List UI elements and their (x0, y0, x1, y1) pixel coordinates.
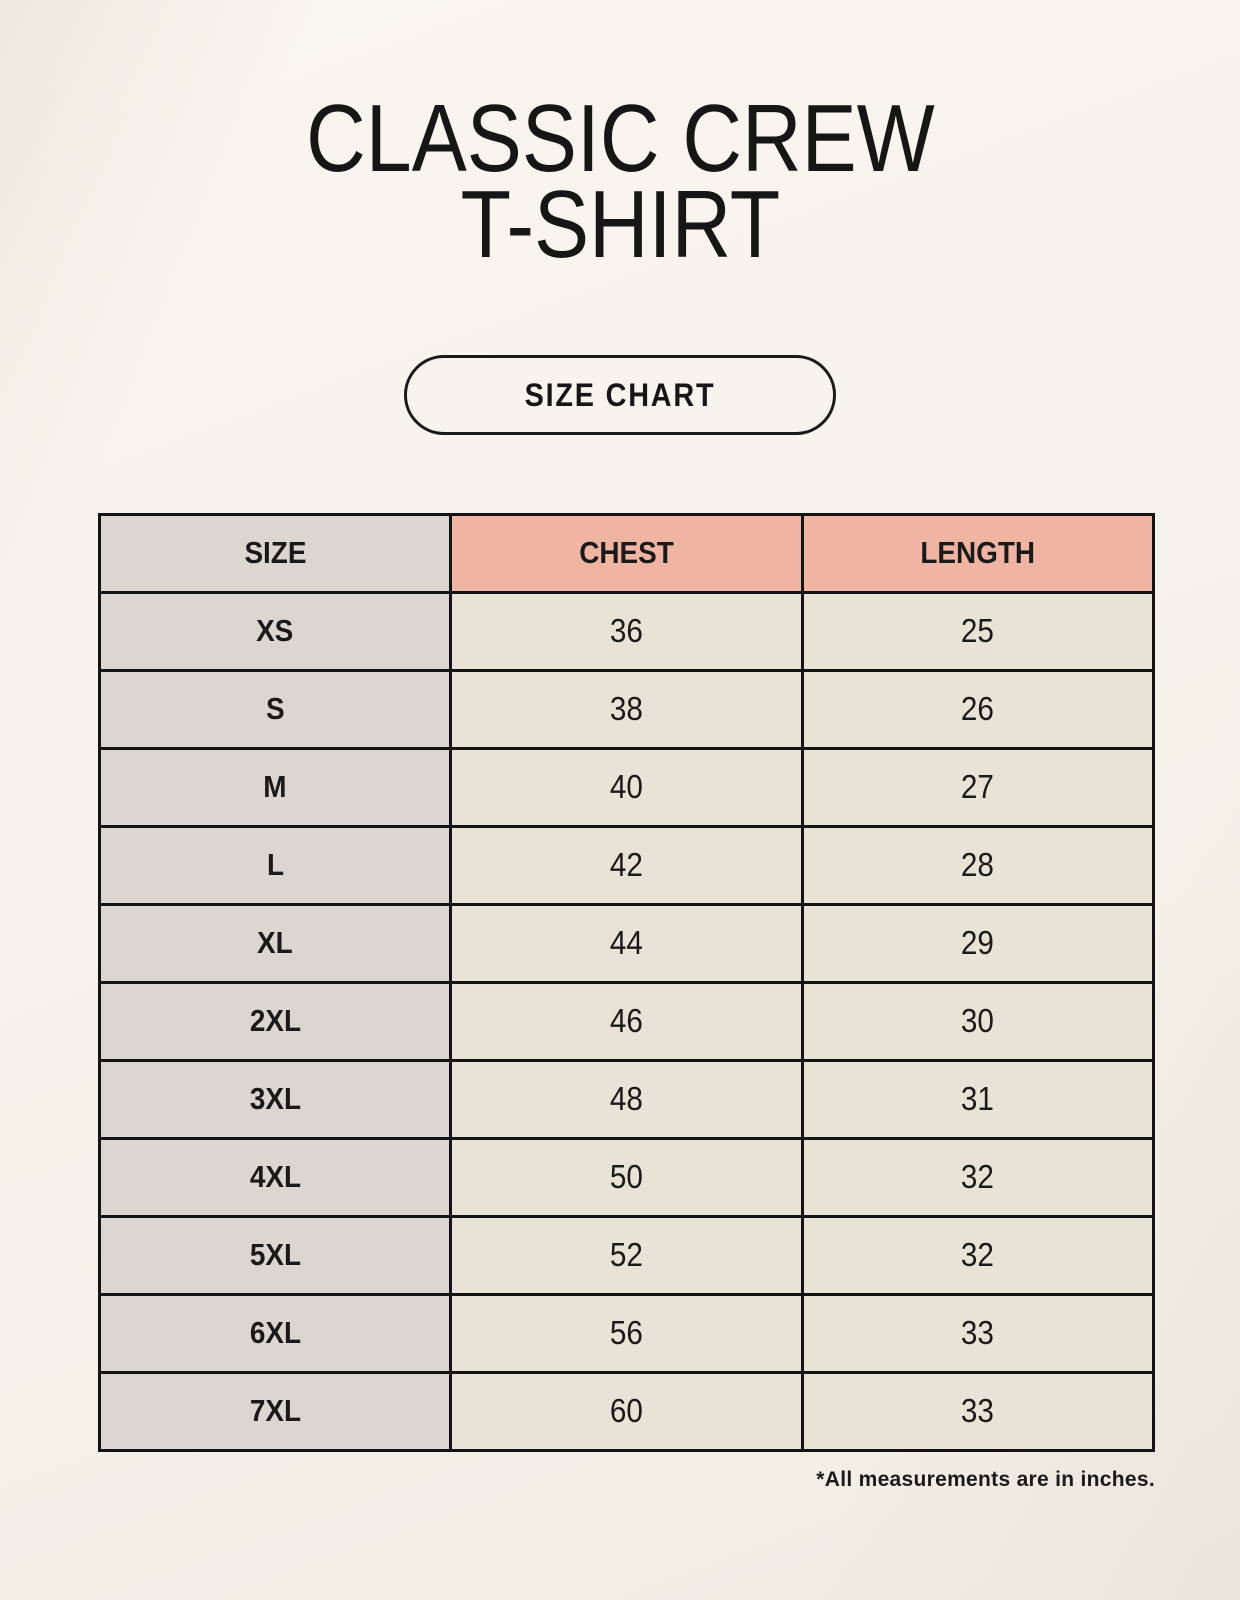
chest-value: 50 (609, 1158, 644, 1196)
length-cell: 33 (800, 1292, 1156, 1374)
length-value: 33 (961, 1314, 995, 1352)
length-cell: 29 (800, 902, 1156, 984)
length-value: 29 (961, 924, 995, 962)
size-cell: M (97, 746, 453, 828)
length-cell: 33 (800, 1370, 1156, 1452)
size-chart-button-label: SIZE CHART (524, 376, 716, 413)
header-cell-length: LENGTH (800, 512, 1156, 594)
size-value: 7XL (249, 1393, 301, 1429)
size-value: L (266, 847, 284, 883)
size-chart-button[interactable]: SIZE CHART (404, 354, 836, 435)
size-cell: 2XL (97, 980, 453, 1062)
chest-cell: 38 (449, 668, 804, 750)
length-value: 30 (961, 1002, 995, 1040)
length-value: 31 (961, 1080, 995, 1118)
chest-value: 40 (609, 768, 644, 806)
size-cell: L (97, 824, 453, 906)
chest-cell: 60 (449, 1370, 804, 1452)
table-row: L 42 28 (97, 824, 1156, 906)
chest-cell: 36 (449, 590, 804, 672)
chest-value: 52 (609, 1236, 644, 1274)
length-value: 33 (961, 1392, 995, 1430)
header-cell-chest: CHEST (449, 512, 804, 594)
table-row: XL 44 29 (97, 902, 1156, 984)
size-cell: 5XL (97, 1214, 453, 1296)
chest-cell: 46 (449, 980, 804, 1062)
chest-value: 42 (609, 846, 644, 884)
length-cell: 27 (800, 746, 1156, 828)
size-value: M (263, 769, 287, 805)
length-value: 26 (961, 690, 995, 728)
page-title: CLASSIC CREW T-SHIRT (0, 0, 1240, 279)
size-cell: S (97, 668, 453, 750)
length-value: 25 (961, 612, 995, 650)
length-cell: 28 (800, 824, 1156, 906)
length-value: 32 (961, 1158, 995, 1196)
chest-value: 36 (609, 612, 644, 650)
size-cell: 6XL (97, 1292, 453, 1374)
table-row: 2XL 46 30 (97, 980, 1156, 1062)
title-line-2: T-SHIRT (460, 171, 780, 279)
chest-value: 46 (609, 1002, 644, 1040)
length-cell: 26 (800, 668, 1156, 750)
chest-value: 60 (609, 1392, 644, 1430)
size-value: XL (257, 925, 293, 961)
table-row: 7XL 60 33 (97, 1370, 1156, 1452)
chest-value: 44 (609, 924, 644, 962)
size-value: 6XL (249, 1315, 301, 1351)
header-label-chest: CHEST (579, 535, 674, 571)
size-cell: 4XL (97, 1136, 453, 1218)
size-cell: 7XL (97, 1370, 453, 1452)
size-cell: XS (97, 590, 453, 672)
chest-cell: 56 (449, 1292, 804, 1374)
title-line-1: CLASSIC CREW (305, 85, 935, 192)
length-cell: 32 (800, 1214, 1156, 1296)
length-cell: 25 (800, 590, 1156, 672)
length-cell: 30 (800, 980, 1156, 1062)
size-table: SIZE CHEST LENGTH XS 36 25 S 38 26 M 40 … (97, 512, 1156, 1452)
length-value: 27 (961, 768, 995, 806)
table-row: 6XL 56 33 (97, 1292, 1156, 1374)
size-value: S (265, 691, 285, 727)
header-label-size: SIZE (244, 535, 307, 571)
size-table-container: SIZE CHEST LENGTH XS 36 25 S 38 26 M 40 … (97, 512, 1156, 1452)
chest-value: 48 (609, 1080, 644, 1118)
table-row: M 40 27 (97, 746, 1156, 828)
length-value: 32 (961, 1236, 995, 1274)
table-row: 4XL 50 32 (97, 1136, 1156, 1218)
table-row: 5XL 52 32 (97, 1214, 1156, 1296)
size-value: XS (256, 613, 294, 649)
size-value: 2XL (249, 1003, 301, 1039)
size-chart-button-container: SIZE CHART (0, 354, 1240, 435)
size-value: 3XL (249, 1081, 301, 1117)
size-cell: 3XL (97, 1058, 453, 1140)
size-cell: XL (97, 902, 453, 984)
table-row: 3XL 48 31 (97, 1058, 1156, 1140)
chest-cell: 40 (449, 746, 804, 828)
table-row: XS 36 25 (97, 590, 1156, 672)
size-value: 5XL (249, 1237, 301, 1273)
length-cell: 32 (800, 1136, 1156, 1218)
header-row: SIZE CHEST LENGTH (97, 512, 1156, 594)
chest-cell: 42 (449, 824, 804, 906)
chest-value: 38 (609, 690, 644, 728)
header-cell-size: SIZE (97, 512, 453, 594)
chest-cell: 48 (449, 1058, 804, 1140)
measurements-footnote: *All measurements are in inches. (816, 1467, 1155, 1491)
chest-value: 56 (609, 1314, 644, 1352)
chest-cell: 52 (449, 1214, 804, 1296)
chest-cell: 50 (449, 1136, 804, 1218)
chest-cell: 44 (449, 902, 804, 984)
length-value: 28 (961, 846, 995, 884)
header-label-length: LENGTH (920, 535, 1036, 571)
size-value: 4XL (249, 1159, 301, 1195)
length-cell: 31 (800, 1058, 1156, 1140)
table-row: S 38 26 (97, 668, 1156, 750)
